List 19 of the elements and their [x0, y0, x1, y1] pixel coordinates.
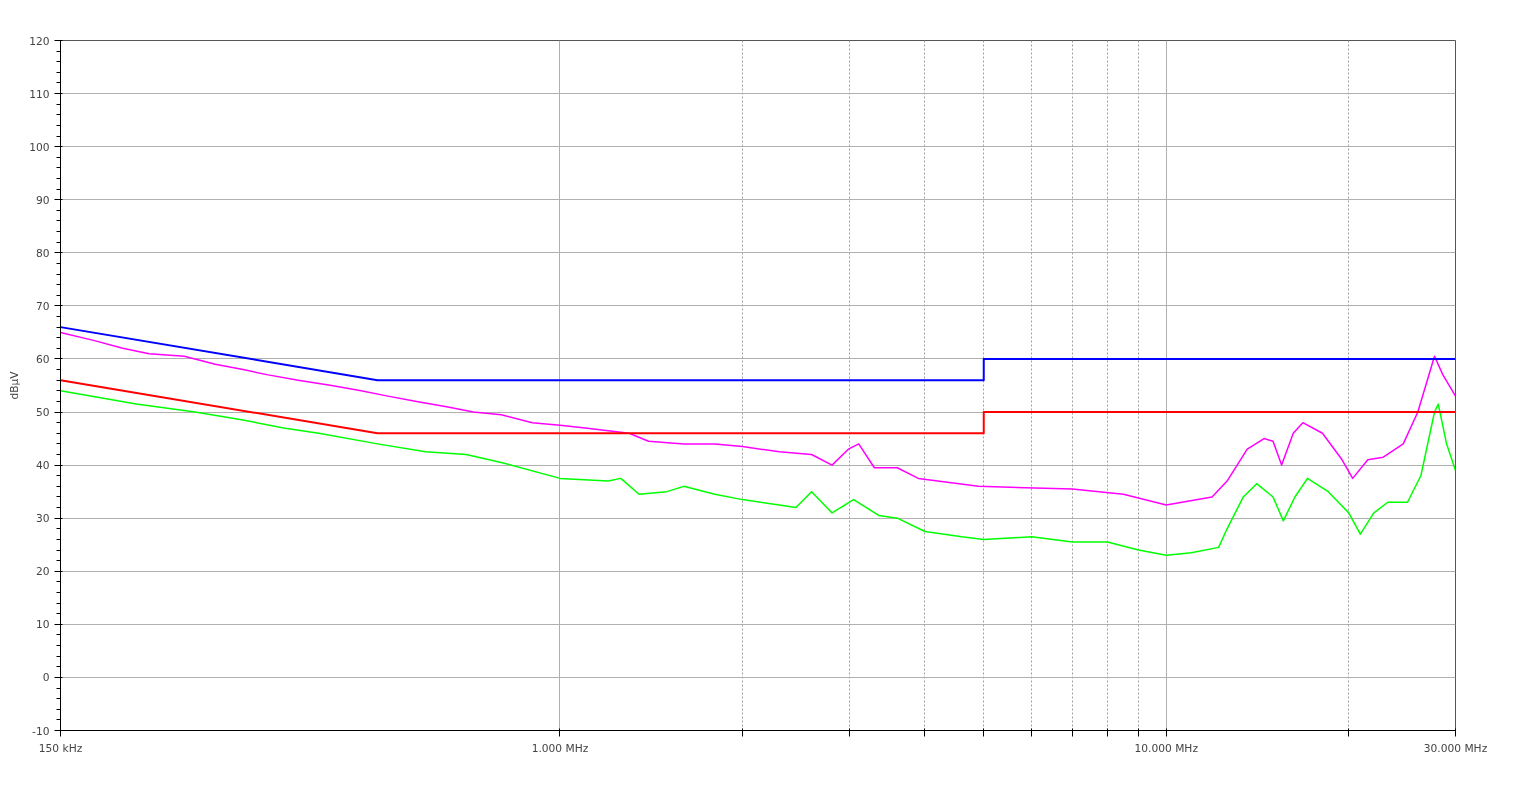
y-tick-label: 20 — [35, 565, 50, 579]
y-tick-label: 30 — [35, 512, 50, 526]
y-tick-label: 10 — [35, 618, 50, 632]
y-tick-label: 50 — [35, 406, 50, 420]
y-tick-label: 40 — [35, 459, 50, 473]
y-tick-label: -10 — [32, 724, 50, 738]
y-tick-label: 70 — [35, 299, 50, 313]
y-tick-label: 90 — [35, 193, 50, 207]
y-tick-label: 0 — [42, 671, 50, 685]
x-tick-label: 150 kHz — [38, 741, 83, 755]
y-tick-label: 100 — [29, 140, 50, 154]
y-axis-title: dBµV — [8, 370, 22, 400]
x-tick-label: 10.000 MHz — [1134, 741, 1199, 755]
y-tick-label: 110 — [29, 87, 50, 101]
x-tick-label: 30.000 MHz — [1423, 741, 1488, 755]
y-tick-label: 120 — [29, 34, 50, 48]
x-tick-label: 1.000 MHz — [531, 741, 589, 755]
y-tick-label: 80 — [35, 246, 50, 260]
y-tick-label: 60 — [35, 352, 50, 366]
